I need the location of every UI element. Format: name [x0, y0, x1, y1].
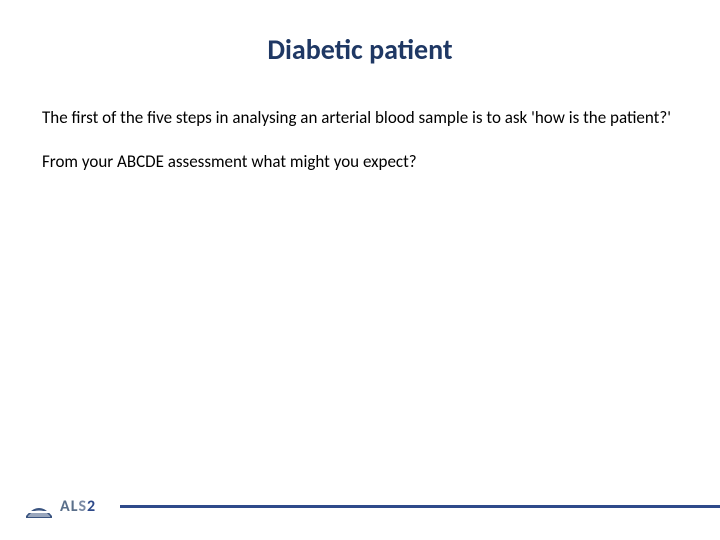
logo-letter-a: A	[60, 497, 71, 516]
footer-rule	[120, 505, 720, 508]
slide: Diabetic patient The first of the five s…	[0, 0, 720, 540]
logo-text: ALS2	[60, 497, 96, 516]
logo-icon	[24, 494, 54, 518]
slide-title: Diabetic patient	[0, 0, 720, 67]
paragraph: From your ABCDE assessment what might yo…	[42, 151, 678, 173]
logo-letter-s: S	[78, 497, 87, 516]
paragraph: The first of the five steps in analysing…	[42, 107, 678, 129]
logo: ALS2	[24, 494, 96, 518]
slide-footer: ALS2	[0, 484, 720, 518]
slide-body: The first of the five steps in analysing…	[0, 67, 720, 173]
logo-number-2: 2	[87, 497, 96, 516]
